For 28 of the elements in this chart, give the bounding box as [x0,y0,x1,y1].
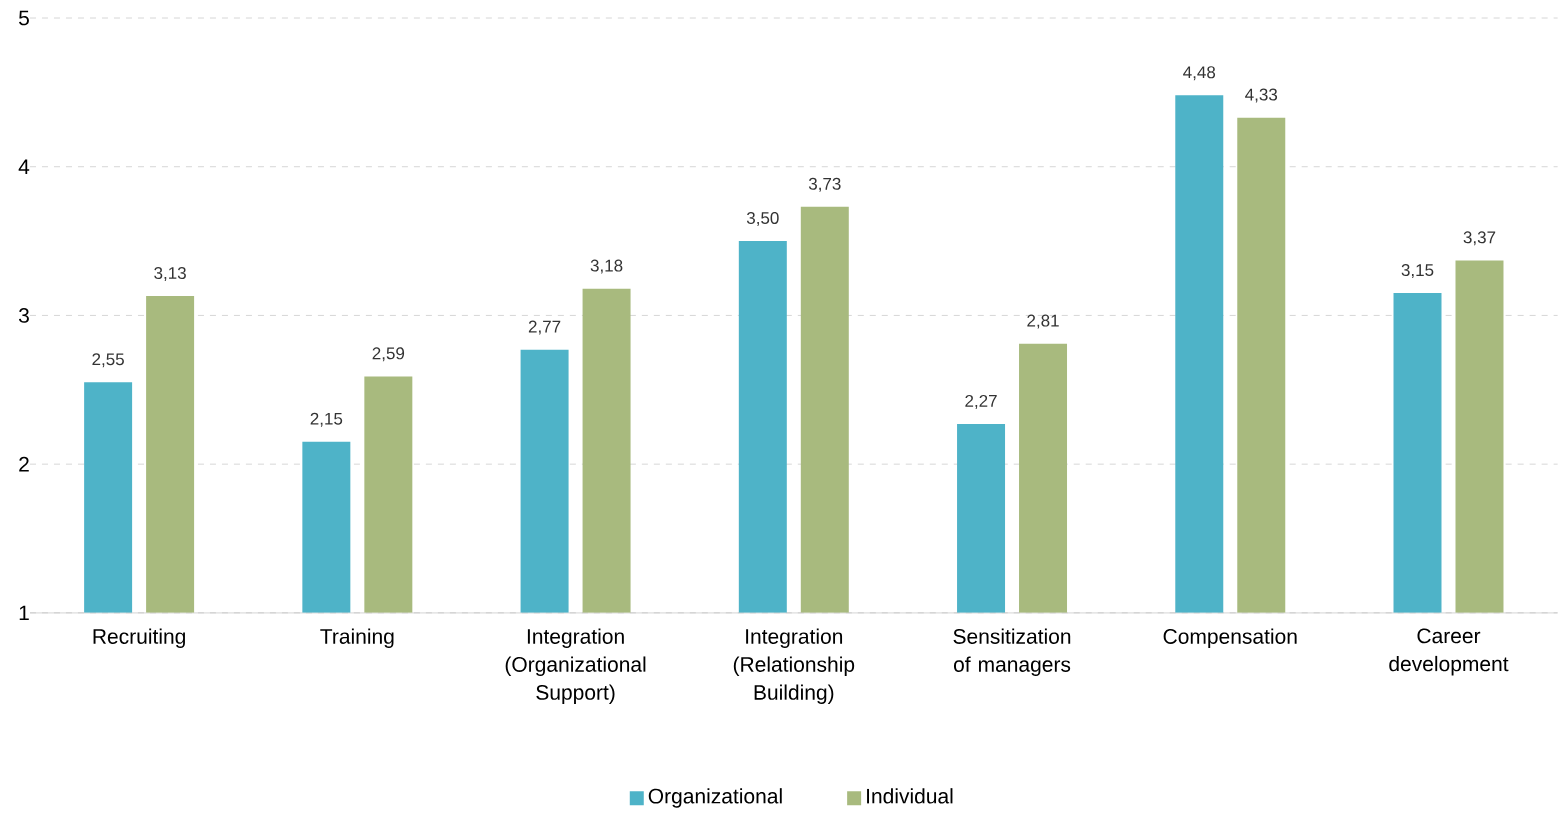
data-label: 2,55 [92,353,124,368]
legend-label: Organizational [648,787,782,808]
y-tick-label: 3 [18,307,29,323]
y-tick-label: 2 [19,456,29,472]
data-label: 2,59 [372,347,405,362]
data-label: 3,50 [746,211,779,226]
data-label: 3,15 [1401,263,1434,278]
y-tick-label: 5 [19,10,29,26]
y-tick-label: 4 [18,159,30,174]
x-tick-label: Recruiting [93,628,185,648]
data-label: 3,73 [808,177,841,192]
x-tick-label: Compensation [1163,628,1297,648]
x-tick-label: Training [320,628,394,648]
x-tick-label: Integration (Organizational Support) [505,628,646,704]
data-label: 2,81 [1027,314,1059,329]
data-label: 4,33 [1245,88,1278,103]
data-label: 2,27 [965,394,997,409]
data-label: 4,48 [1183,66,1216,81]
x-tick-label: Sensitization of managers [953,628,1071,676]
data-label: 3,37 [1463,231,1496,246]
data-label: 3,13 [154,266,186,281]
y-tick-label: 1 [19,605,29,620]
x-tick-label: Career development [1389,628,1509,676]
data-label: 3,18 [590,259,623,274]
legend-label: Individual [867,787,953,804]
data-label: 2,77 [528,320,561,335]
x-tick-label: Integration (Relationship Building) [733,628,855,704]
data-label: 2,15 [310,412,343,427]
